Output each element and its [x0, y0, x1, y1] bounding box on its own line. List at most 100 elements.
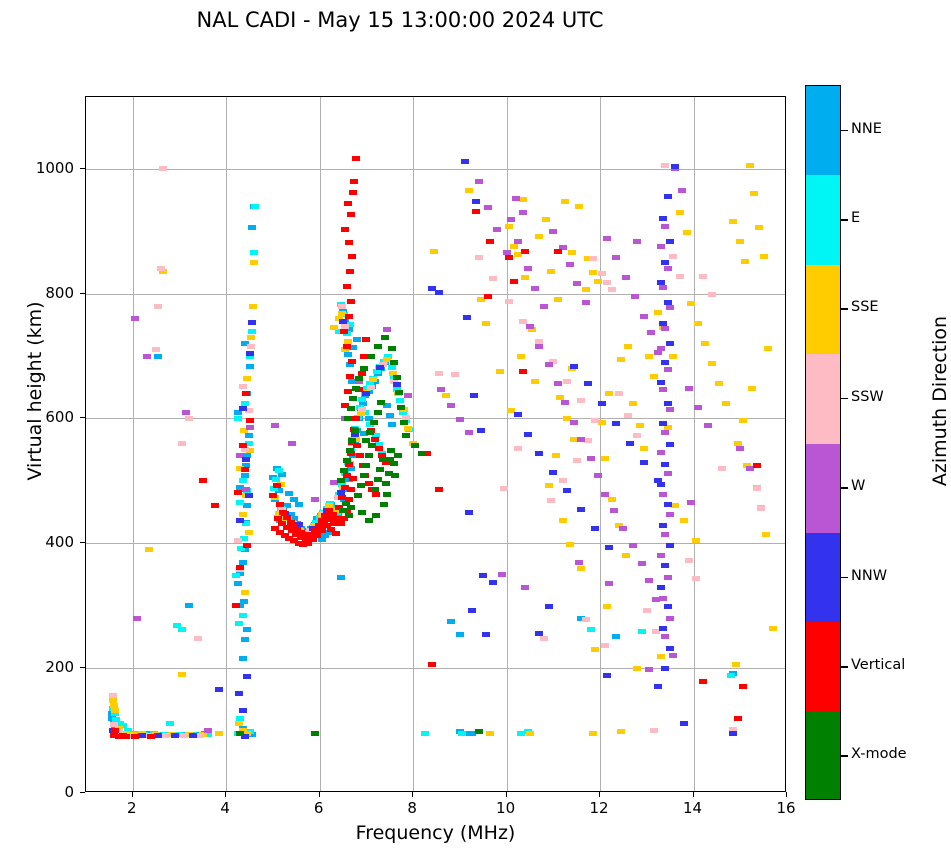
- echo-point: [539, 635, 548, 641]
- echo-point: [483, 204, 492, 210]
- echo-point: [345, 268, 354, 274]
- echo-point: [273, 515, 282, 521]
- echo-point: [521, 248, 530, 254]
- echo-point: [161, 733, 170, 739]
- echo-point: [582, 287, 591, 293]
- echo-point: [344, 239, 353, 245]
- echo-point: [346, 450, 355, 456]
- echo-point: [589, 730, 598, 736]
- echo-point: [535, 338, 544, 344]
- echo-point: [152, 347, 161, 353]
- echo-point: [481, 631, 490, 637]
- echo-point: [722, 400, 731, 406]
- echo-point: [441, 393, 450, 399]
- echo-point: [558, 478, 567, 484]
- echo-point: [654, 309, 663, 315]
- echo-point: [374, 343, 383, 349]
- echo-point: [504, 223, 513, 229]
- echo-point: [236, 570, 245, 576]
- echo-point: [241, 520, 250, 526]
- echo-point: [310, 730, 319, 736]
- echo-point: [247, 224, 256, 230]
- echo-point: [514, 412, 523, 418]
- echo-point: [402, 414, 411, 420]
- echo-point: [656, 379, 665, 385]
- colorbar-label-sse: SSE: [851, 299, 879, 316]
- echo-point: [635, 423, 644, 429]
- echo-point: [342, 487, 351, 493]
- echo-point: [729, 218, 738, 224]
- echo-point: [246, 343, 255, 349]
- echo-point: [666, 442, 675, 448]
- echo-point: [277, 482, 286, 488]
- echo-point: [514, 238, 523, 244]
- echo-point: [591, 646, 600, 652]
- echo-point: [110, 710, 119, 716]
- echo-point: [652, 596, 661, 602]
- echo-point: [247, 731, 256, 737]
- echo-point: [390, 378, 399, 384]
- echo-point: [607, 287, 616, 293]
- echo-point: [243, 503, 252, 509]
- echo-point: [666, 407, 675, 413]
- echo-point: [386, 448, 395, 454]
- echo-point: [752, 485, 761, 491]
- echo-point: [303, 540, 312, 546]
- gridline-vertical: [506, 97, 508, 791]
- echo-point: [343, 338, 352, 344]
- echo-point: [649, 728, 658, 734]
- echo-point: [301, 537, 310, 543]
- echo-point: [362, 337, 371, 343]
- echo-point: [558, 518, 567, 524]
- echo-point: [341, 227, 350, 233]
- echo-point: [656, 279, 665, 285]
- echo-point: [154, 303, 163, 309]
- echo-point: [350, 432, 359, 438]
- echo-point: [231, 603, 240, 609]
- echo-point: [342, 473, 351, 479]
- echo-point: [314, 523, 323, 529]
- echo-point: [379, 457, 388, 463]
- echo-point: [243, 453, 252, 459]
- echo-point: [656, 346, 665, 352]
- echo-point: [131, 734, 140, 740]
- echo-point: [233, 415, 242, 421]
- echo-point: [370, 437, 379, 443]
- echo-point: [110, 703, 119, 709]
- echo-point: [235, 690, 244, 696]
- echo-point: [584, 256, 593, 262]
- echo-point: [275, 468, 284, 474]
- echo-point: [380, 502, 389, 508]
- echo-point: [654, 684, 663, 690]
- echo-point: [154, 733, 163, 739]
- x-tick: [599, 792, 601, 797]
- echo-point: [516, 353, 525, 359]
- y-tick: [80, 542, 85, 544]
- echo-point: [289, 523, 298, 529]
- echo-point: [668, 253, 677, 259]
- echo-point: [282, 514, 291, 520]
- echo-point: [472, 208, 481, 214]
- echo-point: [114, 734, 123, 740]
- echo-point: [516, 730, 525, 736]
- echo-point: [352, 415, 361, 421]
- echo-point: [357, 407, 366, 413]
- echo-point: [687, 301, 696, 307]
- echo-point: [357, 371, 366, 377]
- echo-point: [166, 720, 175, 726]
- echo-point: [598, 419, 607, 425]
- echo-point: [509, 243, 518, 249]
- echo-point: [633, 665, 642, 671]
- echo-point: [271, 525, 280, 531]
- echo-point: [215, 730, 224, 736]
- echo-point: [318, 537, 326, 543]
- echo-point: [308, 537, 317, 543]
- echo-point: [488, 579, 497, 585]
- echo-point: [343, 415, 352, 421]
- echo-point: [345, 322, 354, 328]
- echo-point: [493, 227, 502, 233]
- echo-point: [577, 398, 586, 404]
- echo-point: [670, 166, 679, 172]
- echo-point: [241, 391, 250, 396]
